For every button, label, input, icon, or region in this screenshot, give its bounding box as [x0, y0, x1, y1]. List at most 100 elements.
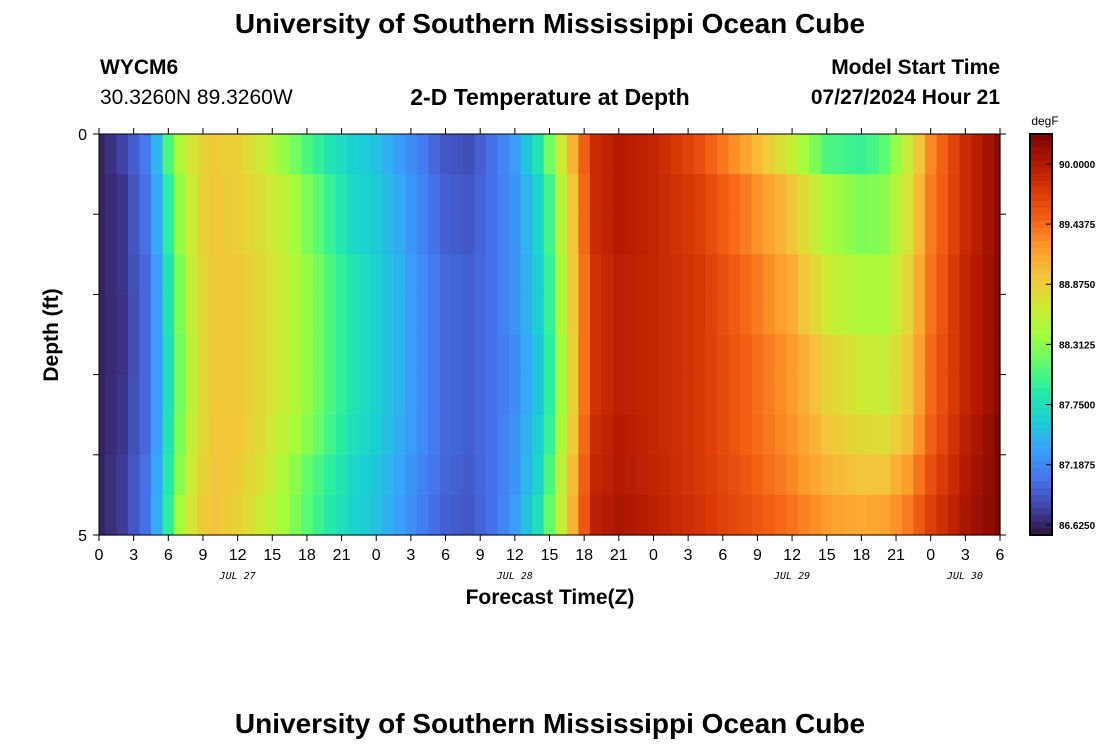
heatmap-cell [462, 294, 476, 336]
heatmap-cell [716, 454, 730, 496]
heatmap-cell [959, 134, 972, 175]
heatmap-cell [451, 454, 464, 496]
heatmap-cell [716, 414, 730, 456]
heatmap-cell [636, 294, 649, 336]
heatmap-cell [740, 294, 753, 336]
heatmap-cell [890, 334, 903, 376]
heatmap-cell [312, 134, 325, 175]
colorbar-segment [1030, 528, 1052, 536]
heatmap-cell [971, 174, 984, 215]
heatmap-cell [959, 414, 972, 456]
heatmap-cell [867, 174, 880, 215]
heatmap-cell [566, 454, 579, 496]
heatmap-cell [786, 294, 799, 336]
heatmap-cell [555, 254, 568, 295]
heatmap-cell [740, 454, 753, 496]
heatmap-cell [844, 374, 857, 416]
colorbar-segment [1030, 294, 1052, 302]
heatmap-cell [266, 414, 279, 456]
heatmap-cell [139, 454, 152, 496]
heatmap-cell [301, 494, 314, 536]
heatmap-cell [347, 334, 360, 376]
heatmap-cell [150, 414, 164, 456]
heatmap-cell [370, 294, 383, 336]
heatmap-cell [774, 294, 787, 336]
heatmap-cell [150, 334, 164, 376]
heatmap-cell [959, 294, 972, 336]
heatmap-cell [162, 294, 175, 336]
heatmap-cell [832, 494, 845, 536]
heatmap-cell [763, 174, 776, 215]
colorbar-segment [1030, 301, 1052, 309]
heatmap-cell [99, 174, 106, 215]
heatmap-cell [693, 294, 707, 336]
heatmap-cell [289, 174, 302, 215]
heatmap-cell [335, 454, 348, 496]
heatmap-cell [613, 374, 626, 416]
heatmap-cell [405, 374, 418, 416]
colorbar-segment [1030, 421, 1052, 429]
heatmap-cell [855, 454, 868, 496]
x-tick-label: 3 [684, 547, 693, 564]
heatmap-cell [520, 494, 533, 536]
heatmap-cell [555, 494, 568, 536]
heatmap-cell [867, 294, 880, 336]
heatmap-cell [243, 494, 256, 536]
heatmap-cell [127, 414, 141, 456]
heatmap-cell [243, 294, 256, 336]
heatmap-cell [924, 454, 938, 496]
heatmap-cell [740, 134, 753, 175]
heatmap-cell [589, 414, 603, 456]
heatmap-cell [185, 454, 198, 496]
heatmap-cell [578, 414, 591, 456]
heatmap-cell [878, 294, 891, 336]
heatmap-cell [705, 414, 718, 456]
heatmap-cell [451, 174, 464, 215]
heatmap-cell [971, 134, 984, 175]
heatmap-cell [601, 374, 614, 416]
heatmap-cell [878, 254, 891, 295]
heatmap-cell [982, 454, 995, 496]
heatmap-cell [358, 294, 372, 336]
heatmap-cell [716, 374, 730, 416]
heatmap-cell [901, 454, 914, 496]
heatmap-cell [370, 414, 383, 456]
heatmap-cell [335, 414, 348, 456]
heatmap-cell [936, 414, 949, 456]
heatmap-cell [382, 494, 395, 536]
colorbar-segment [1030, 281, 1052, 289]
heatmap-cell [647, 494, 660, 536]
heatmap-cell [936, 174, 949, 215]
heatmap-cell [693, 254, 707, 295]
heatmap-cell [659, 134, 672, 175]
heatmap-cell [809, 134, 822, 175]
heatmap-cell [763, 334, 776, 376]
x-tick-label: 15 [263, 547, 281, 564]
heatmap-cell [439, 374, 452, 416]
heatmap-cell [948, 214, 961, 255]
heatmap-cell [335, 294, 348, 336]
heatmap-cell [601, 334, 614, 376]
heatmap-cell [532, 294, 545, 336]
heatmap-cell [705, 174, 718, 215]
heatmap-cell [370, 134, 383, 175]
heatmap-cell [659, 414, 672, 456]
heatmap-cell [405, 294, 418, 336]
heatmap-cell [797, 454, 810, 496]
heatmap-cell [659, 214, 672, 255]
heatmap-cell [901, 494, 914, 536]
heatmap-cell [763, 374, 776, 416]
heatmap-cell [751, 174, 764, 215]
colorbar-segment [1030, 428, 1052, 436]
heatmap-cell [185, 134, 198, 175]
heatmap-cell [208, 334, 221, 376]
heatmap-cell [520, 254, 533, 295]
heatmap-cell [751, 214, 764, 255]
heatmap-cell [913, 214, 926, 255]
heatmap-cell [740, 214, 753, 255]
heatmap-cell [971, 294, 984, 336]
heatmap-cell [924, 334, 938, 376]
heatmap-cell [393, 294, 406, 336]
heatmap-cell [716, 494, 730, 536]
x-tick-label: 0 [372, 547, 381, 564]
